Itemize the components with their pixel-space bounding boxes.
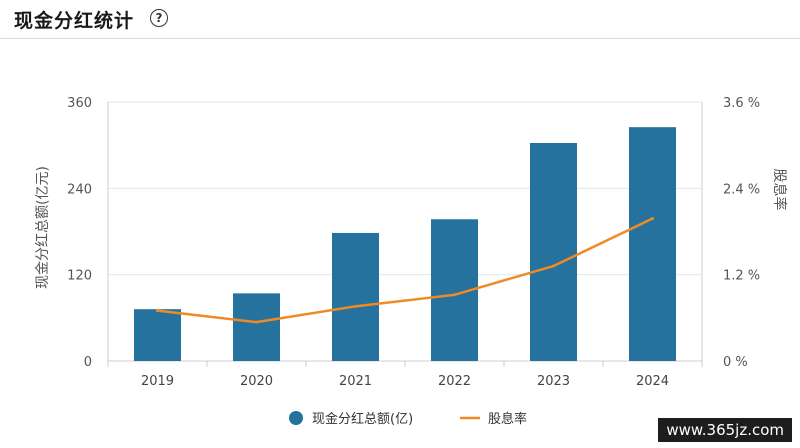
page-title: 现金分红统计 xyxy=(14,10,135,32)
panel-header: 现金分红统计 ? xyxy=(0,0,800,39)
x-tick-label: 2020 xyxy=(240,374,273,389)
x-tick-label: 2023 xyxy=(537,374,570,389)
bar-2019 xyxy=(134,309,181,361)
yield-point-2023 xyxy=(552,264,555,268)
y-tick-label: 0 xyxy=(84,355,92,370)
y-tick-label: 360 xyxy=(67,96,92,111)
legend-bar-label: 现金分红总额(亿) xyxy=(312,411,413,427)
y2-axis-title: 股息率 xyxy=(771,169,788,211)
y2-tick-label: 2.4 % xyxy=(723,182,760,197)
watermark: www.365jz.com xyxy=(658,418,792,442)
dividend-yield-line xyxy=(157,217,654,324)
x-tick-label: 2024 xyxy=(636,374,669,389)
x-tick-label: 2019 xyxy=(141,374,174,389)
bar-2021 xyxy=(332,232,379,361)
help-icon[interactable]: ? xyxy=(150,9,168,27)
y2-tick-label: 0 % xyxy=(723,355,748,370)
legend-line-label: 股息率 xyxy=(488,411,527,427)
yield-point-2022 xyxy=(453,293,456,297)
bar-2024 xyxy=(629,127,676,361)
bar-2020 xyxy=(233,293,280,361)
x-tick-label: 2021 xyxy=(339,374,372,389)
yield-point-2024 xyxy=(651,217,654,221)
legend-bar-swatch xyxy=(289,411,303,425)
bar-2023 xyxy=(530,143,577,361)
x-tick-label: 2022 xyxy=(438,374,471,389)
y-tick-label: 240 xyxy=(67,182,92,197)
yield-point-2019 xyxy=(156,309,159,313)
y-axis-title: 现金分红总额(亿元) xyxy=(35,166,51,289)
y-tick-label: 120 xyxy=(67,269,92,284)
y2-tick-label: 1.2 % xyxy=(723,269,760,284)
yield-point-2021 xyxy=(354,304,357,308)
y2-tick-label: 3.6 % xyxy=(723,96,760,111)
yield-point-2020 xyxy=(255,320,258,324)
